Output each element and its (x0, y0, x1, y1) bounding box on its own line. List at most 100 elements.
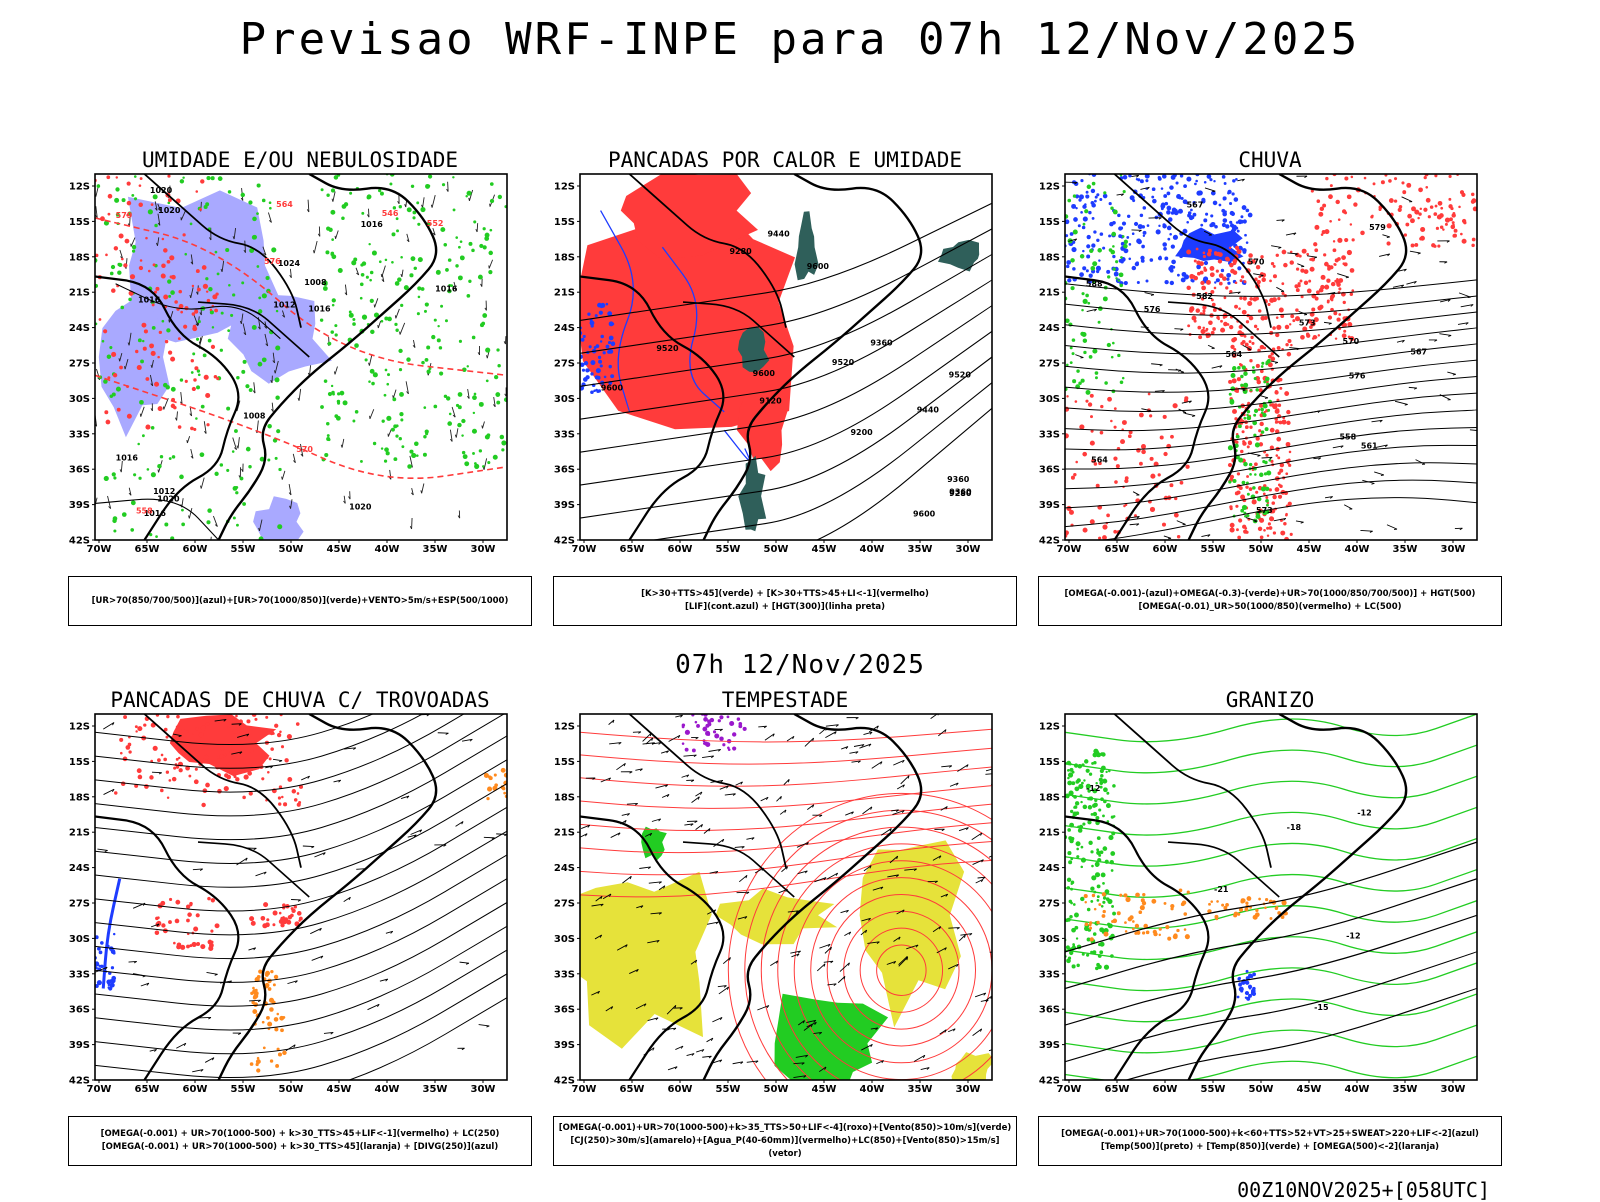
rain-speck (1230, 475, 1234, 479)
temp850-speck (1102, 882, 1105, 885)
caption-line: [OMEGA(-0.001) + UR>70(1000-500) + k>30_… (69, 1141, 531, 1154)
severe-speck (738, 724, 742, 728)
wind-vector (335, 366, 337, 374)
rain-speck (1290, 260, 1294, 264)
humidity-speck (118, 263, 122, 267)
rain-speck (1333, 263, 1336, 266)
wind-vector (1164, 536, 1171, 538)
thickness-speck (151, 203, 154, 206)
hail-speck (1245, 991, 1249, 995)
humidity-speck (421, 287, 425, 291)
omega-speck (1173, 235, 1178, 240)
rain-speck (1271, 262, 1274, 265)
humidity-speck (436, 270, 441, 275)
lat-label: 39S (554, 1040, 575, 1051)
omega-strong-speck (1254, 377, 1257, 380)
thickness-speck (159, 331, 162, 334)
storm-speck (284, 758, 288, 762)
humidity-speck (434, 319, 437, 322)
storm-speck (283, 802, 287, 806)
humidity-speck (196, 385, 200, 389)
omega-speck (1075, 207, 1077, 209)
humidity-speck (324, 379, 328, 383)
caption-line: [OMEGA(-0.001) + UR>70(1000-500) + k>30_… (69, 1128, 531, 1141)
lat-label: 18S (1039, 792, 1060, 803)
rain-speck (1334, 280, 1337, 283)
wind-vector-head (143, 976, 146, 977)
rain-speck (1208, 320, 1213, 325)
humidity-speck (384, 317, 388, 321)
wind-vector-head (421, 490, 422, 493)
humidity-speck (320, 405, 324, 409)
storm-speck (297, 911, 302, 916)
wind-vector (310, 928, 321, 933)
streamline-850 (580, 786, 992, 809)
streamline-850 (580, 804, 992, 830)
rain-speck (1184, 396, 1188, 400)
humidity-speck (211, 176, 215, 180)
humidity-speck (139, 400, 144, 405)
rain-speck (1311, 308, 1315, 312)
humidity-speck (455, 264, 458, 267)
storm-speck (186, 919, 190, 923)
rain-speck (1194, 260, 1197, 263)
rain-speck (1113, 456, 1117, 460)
temp850-speck (1103, 846, 1108, 851)
humidity-speck (361, 212, 364, 215)
omega-speck (1222, 223, 1226, 227)
omega-strong-speck (1120, 381, 1124, 385)
omega-speck (1213, 180, 1215, 182)
lif-speck (593, 389, 596, 392)
divergence-speck (113, 933, 115, 935)
orange-speck (251, 1001, 255, 1005)
contour-label: 9440 (767, 230, 790, 239)
lif-speck (583, 335, 586, 338)
thickness-speck (169, 255, 174, 260)
omega-speck (1080, 179, 1083, 182)
storm-speck (149, 775, 153, 779)
caption-line: [OMEGA(-0.001)-(azul)+OMEGA(-0.3)-(verde… (1039, 588, 1501, 601)
rain-speck (1352, 238, 1355, 241)
omega-speck (1153, 930, 1157, 934)
rain-speck (1265, 496, 1268, 499)
wind-vector (1075, 355, 1083, 358)
rain-speck (1141, 450, 1146, 455)
lon-label: 50W (764, 544, 789, 555)
humidity-speck (242, 502, 246, 506)
omega-strong-speck (1103, 296, 1108, 301)
temp850-speck (1102, 814, 1105, 817)
wind-vector (402, 270, 403, 277)
omega-speck (1223, 196, 1227, 200)
temp850-speck (1106, 792, 1109, 795)
humidity-speck (207, 508, 212, 513)
contour-label: 1012 (153, 487, 175, 496)
severe-speck (727, 746, 730, 749)
rain-speck (1107, 397, 1112, 402)
wind-vector-head (282, 477, 283, 480)
omega-speck (1235, 178, 1238, 181)
omega-strong-speck (1103, 191, 1106, 194)
thickness-speck (105, 254, 108, 257)
wind-vector (189, 508, 192, 518)
humidity-speck (142, 434, 145, 437)
humidity-speck (151, 472, 156, 477)
lat-label: 24S (1039, 863, 1060, 874)
omega-speck (1184, 928, 1187, 931)
humidity-speck (326, 226, 330, 230)
lat-label: 18S (554, 252, 575, 263)
rain-speck (1125, 476, 1129, 480)
rain-speck (1324, 285, 1329, 290)
omega-strong-speck (1095, 371, 1099, 375)
rain-speck (1423, 208, 1427, 212)
lat-label: 33S (554, 969, 575, 980)
omega-speck (1100, 232, 1104, 236)
wind-vector (1307, 256, 1317, 257)
rain-speck (1399, 205, 1403, 209)
thickness-speck (111, 288, 116, 293)
storm-speck (212, 717, 215, 720)
wind-vector (460, 962, 469, 963)
lat-label: 18S (69, 792, 90, 803)
humidity-speck (409, 450, 413, 454)
omega-speck (1146, 930, 1150, 934)
rain-speck (1338, 218, 1341, 221)
